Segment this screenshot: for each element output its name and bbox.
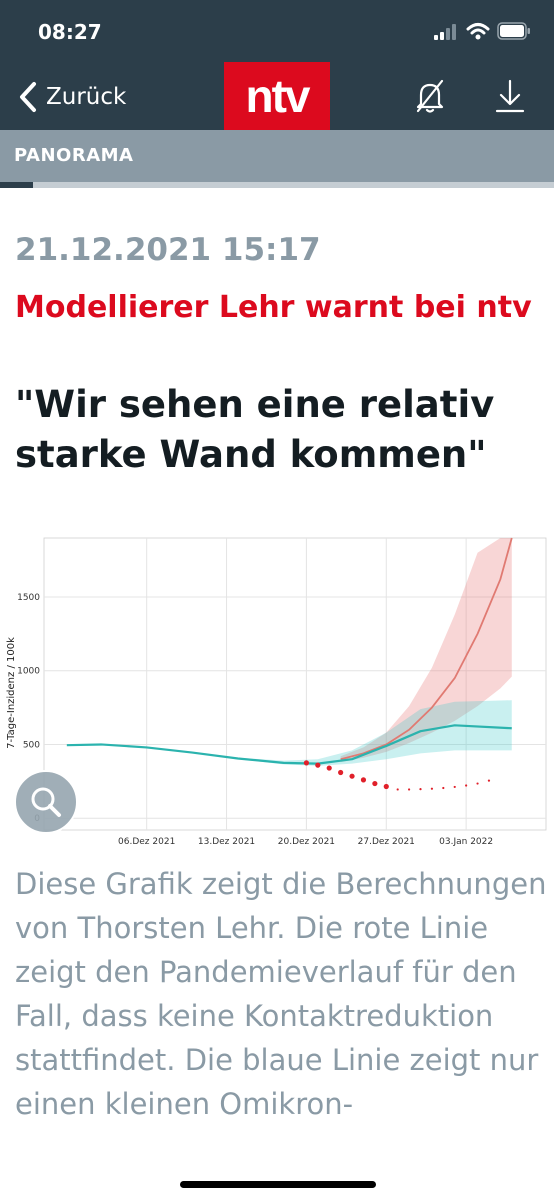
zoom-button[interactable] <box>14 770 78 834</box>
series-line-1 <box>66 724 512 765</box>
home-indicator[interactable] <box>180 1181 376 1188</box>
forecast-dot <box>465 784 468 787</box>
reading-progress-fill <box>0 182 34 188</box>
y-axis-label: 7-Tage-Inzidenz / 100k <box>6 637 17 749</box>
x-tick-label: 03.Jan 2022 <box>439 837 493 847</box>
plot-area <box>43 537 547 831</box>
forecast-dot <box>430 787 434 790</box>
chevron-left-icon <box>20 82 36 112</box>
y-tick-label: 1500 <box>17 593 40 603</box>
reading-progress-bar <box>0 182 554 188</box>
forecast-dot <box>487 779 491 782</box>
article-date: 21.12.2021 15:17 <box>15 232 321 268</box>
observed-point <box>349 773 355 779</box>
observed-point <box>383 783 389 790</box>
confidence-band-1 <box>66 700 512 766</box>
bell-off-icon[interactable] <box>414 79 446 113</box>
forecast-dot <box>453 785 456 789</box>
observed-point <box>326 765 332 771</box>
x-tick-label: 13.Dez 2021 <box>198 837 255 847</box>
cellular-signal-icon <box>434 24 456 40</box>
series-line-0 <box>340 537 513 761</box>
forecast-dot <box>476 782 479 785</box>
x-tick-label: 20.Dez 2021 <box>278 837 335 847</box>
article-kicker: Modellierer Lehr warnt bei ntv <box>15 290 532 325</box>
observed-point <box>303 760 310 766</box>
magnifier-icon <box>31 787 61 817</box>
navigation-bar: Zurück ntv <box>0 62 554 130</box>
forecast-dot <box>419 788 422 791</box>
status-bar: 08:27 <box>0 0 554 62</box>
observed-point <box>315 762 321 768</box>
section-bar: PANORAMA <box>0 130 554 182</box>
y-tick-label: 1000 <box>17 667 40 677</box>
x-tick-label: 06.Dez 2021 <box>118 837 175 847</box>
battery-icon <box>497 22 530 40</box>
ntv-logo: ntv <box>224 62 330 130</box>
observed-point <box>360 777 367 783</box>
back-button[interactable]: Zurück <box>18 80 126 114</box>
y-tick-label: 500 <box>23 740 40 750</box>
forecast-dot <box>407 788 411 791</box>
observed-point <box>372 780 378 787</box>
download-icon[interactable] <box>494 79 526 113</box>
article-headline: "Wir sehen eine relativ starke Wand komm… <box>15 383 495 476</box>
forecast-dot <box>396 788 399 791</box>
confidence-band-0 <box>340 538 512 763</box>
back-label: Zurück <box>46 84 127 110</box>
x-tick-label: 27.Dez 2021 <box>358 837 415 847</box>
status-time: 08:27 <box>38 20 102 44</box>
observed-point <box>338 769 344 776</box>
article-caption: Diese Grafik zeigt die Berechnungen von … <box>15 867 547 1121</box>
wifi-icon <box>466 23 490 40</box>
forecast-dot <box>442 786 445 790</box>
section-label: PANORAMA <box>14 145 134 166</box>
